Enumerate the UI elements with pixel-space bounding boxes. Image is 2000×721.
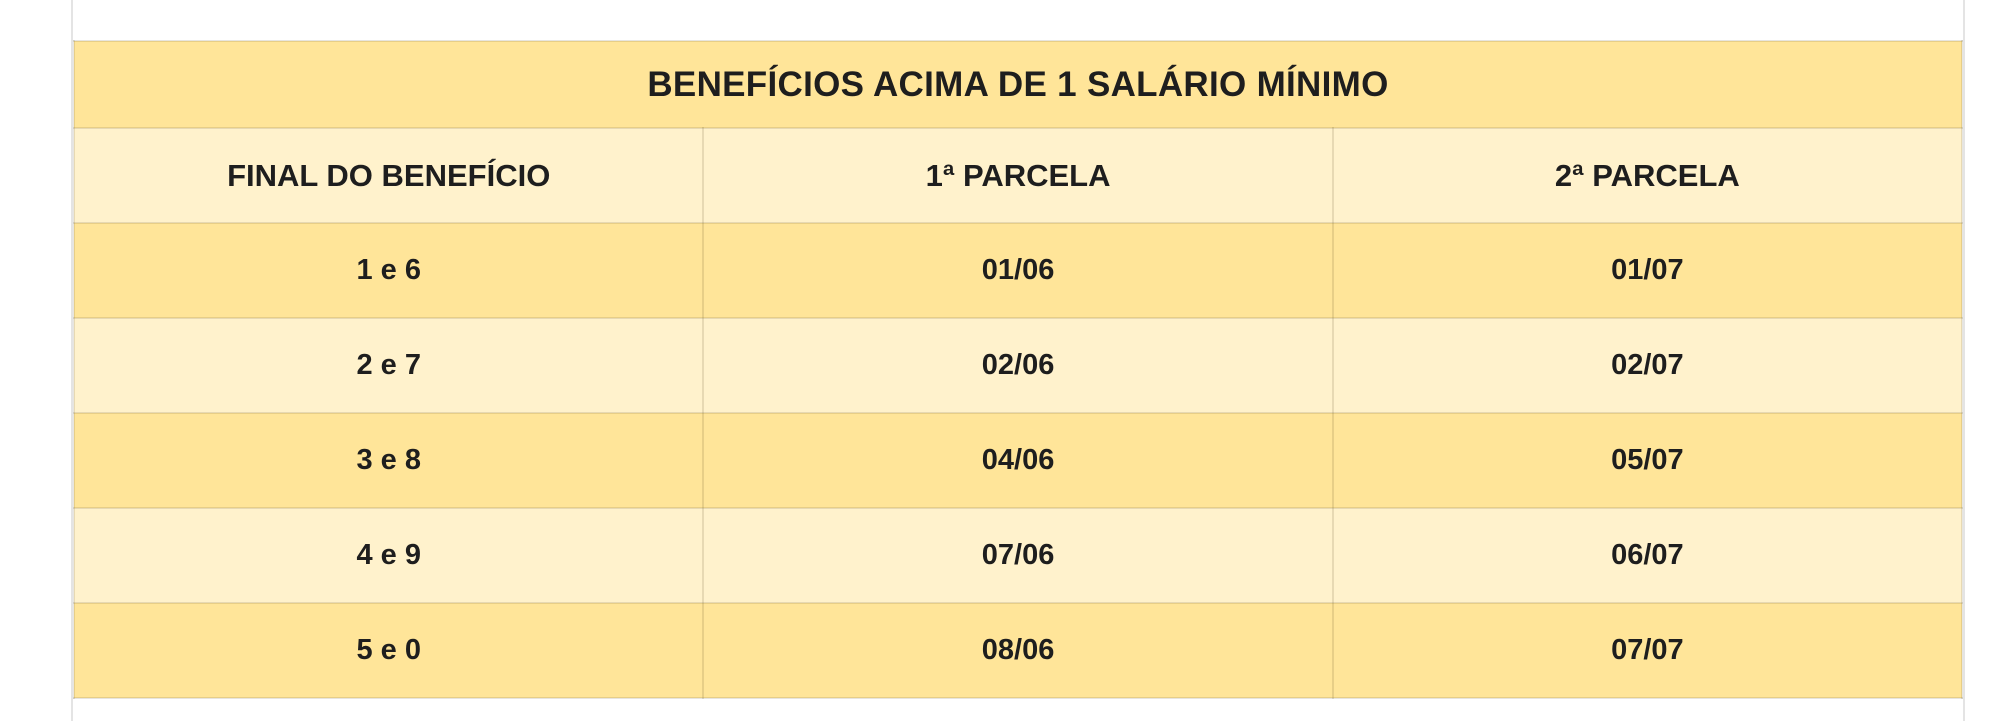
table-row: 4 e 9 07/06 06/07 [72, 507, 1964, 604]
table-cell: 04/06 [702, 412, 1334, 509]
table-body: 1 e 6 01/06 01/07 2 e 7 02/06 02/07 3 e 8 04/06… [72, 222, 1964, 699]
table-cell: 1 e 6 [72, 222, 705, 319]
table-cell: 07/07 [1331, 602, 1964, 699]
table-cell: 06/07 [1331, 507, 1964, 604]
table-cell: 07/06 [702, 507, 1334, 604]
table-row: 3 e 8 04/06 05/07 [72, 412, 1964, 509]
table-row: 5 e 0 08/06 07/07 [72, 602, 1964, 699]
column-header-final-do-beneficio: FINAL DO BENEFÍCIO [72, 127, 705, 224]
table-cell: 3 e 8 [72, 412, 705, 509]
column-header-segunda-parcela: 2ª PARCELA [1331, 127, 1964, 224]
content-frame: BENEFÍCIOS ACIMA DE 1 SALÁRIO MÍNIMO FIN… [71, 0, 1965, 721]
table-cell: 02/07 [1331, 317, 1964, 414]
table-cell: 01/06 [702, 222, 1334, 319]
table-cell: 01/07 [1331, 222, 1964, 319]
table-cell: 02/06 [702, 317, 1334, 414]
table-cell: 2 e 7 [72, 317, 705, 414]
benefits-table: BENEFÍCIOS ACIMA DE 1 SALÁRIO MÍNIMO FIN… [72, 40, 1964, 699]
table-title: BENEFÍCIOS ACIMA DE 1 SALÁRIO MÍNIMO [73, 40, 1963, 129]
table-header-row: FINAL DO BENEFÍCIO 1ª PARCELA 2ª PARCELA [72, 127, 1964, 224]
table-title-row: BENEFÍCIOS ACIMA DE 1 SALÁRIO MÍNIMO [73, 40, 1963, 129]
table-row: 2 e 7 02/06 02/07 [72, 317, 1964, 414]
table-cell: 5 e 0 [72, 602, 705, 699]
column-header-primeira-parcela: 1ª PARCELA [702, 127, 1334, 224]
table-row: 1 e 6 01/06 01/07 [72, 222, 1964, 319]
table-cell: 08/06 [702, 602, 1334, 699]
table-cell: 4 e 9 [72, 507, 705, 604]
table-cell: 05/07 [1331, 412, 1964, 509]
